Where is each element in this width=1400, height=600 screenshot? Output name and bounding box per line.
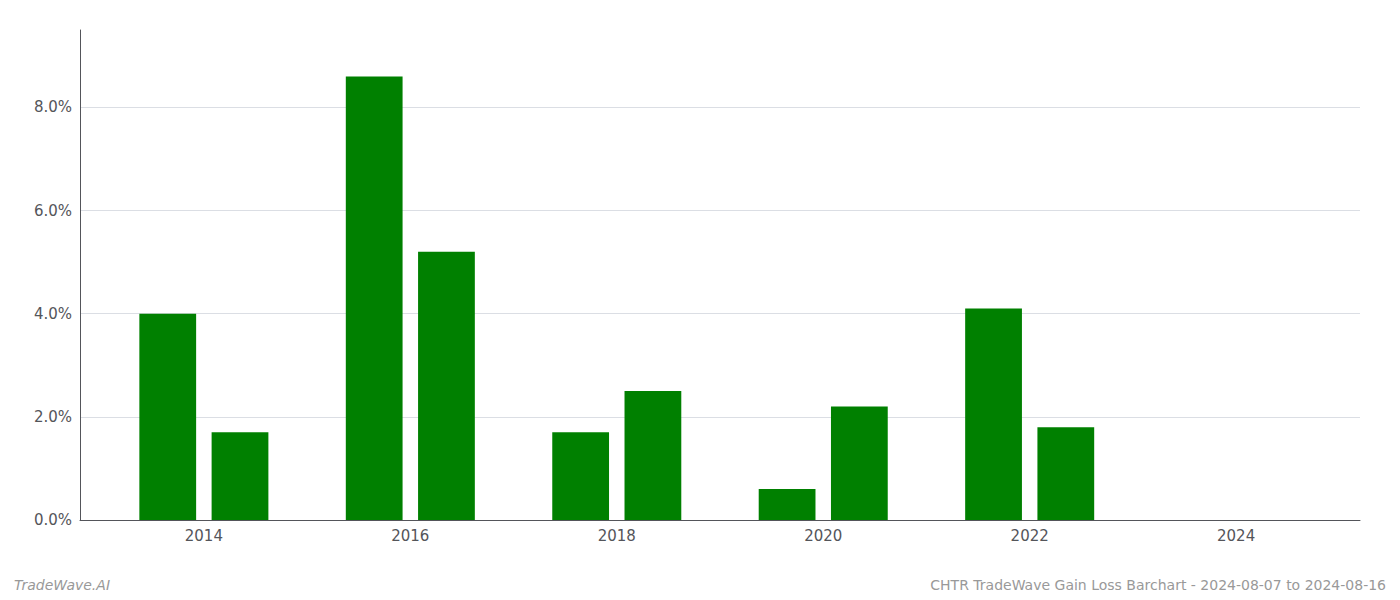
svg-text:2.0%: 2.0%	[34, 408, 72, 426]
svg-text:2014: 2014	[185, 527, 223, 545]
svg-text:2018: 2018	[598, 527, 636, 545]
svg-text:2024: 2024	[1217, 527, 1255, 545]
svg-text:TradeWave.AI: TradeWave.AI	[14, 577, 110, 593]
svg-text:CHTR TradeWave Gain Loss Barch: CHTR TradeWave Gain Loss Barchart - 2024…	[930, 577, 1386, 593]
svg-text:2022: 2022	[1011, 527, 1049, 545]
svg-text:0.0%: 0.0%	[34, 511, 72, 529]
svg-text:2016: 2016	[391, 527, 429, 545]
svg-text:6.0%: 6.0%	[34, 202, 72, 220]
svg-text:4.0%: 4.0%	[34, 305, 72, 323]
svg-text:8.0%: 8.0%	[34, 98, 72, 116]
svg-text:2020: 2020	[804, 527, 842, 545]
